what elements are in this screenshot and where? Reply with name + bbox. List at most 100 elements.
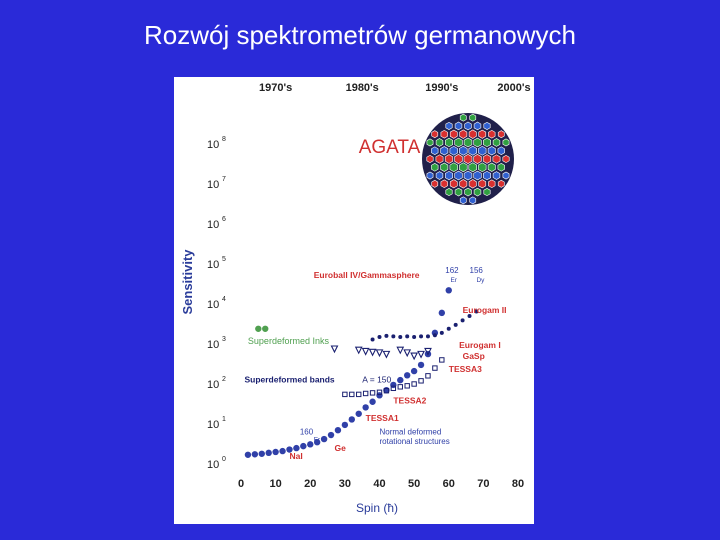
data-point [432,365,438,371]
y-tick-exponent: 8 [222,136,226,143]
chart-panel: 1970's 1980's 1990's 2000's 10 0 10 1 10 2 10 3 10 4… [174,77,534,524]
data-point [410,352,419,361]
detector-cell [483,121,491,130]
data-point [244,451,252,458]
data-point [445,287,452,294]
detector-cell [468,162,478,173]
detector-cell [468,179,477,189]
annotation-label: TESSA2 [393,395,426,405]
annotation-label: 162 [445,266,459,275]
detector-cell [469,113,477,122]
agata-geodesic-ball [422,113,514,205]
detector-cell [478,145,487,156]
detector-cell [459,196,467,205]
data-point [376,392,383,399]
x-tick-label: 50 [408,478,420,490]
detector-cell [435,171,444,180]
y-tick-exponent: 5 [222,256,226,263]
data-point [376,389,383,396]
detector-cell [478,162,487,173]
annotation-label: TESSA3 [449,364,482,374]
annotation-label: Er [314,437,321,444]
detector-cell [492,171,501,180]
data-point [272,448,279,456]
data-point [391,334,396,339]
detector-cell [459,113,467,122]
data-point [425,334,430,339]
detector-cell [435,138,444,147]
data-point [251,451,259,458]
detector-cell [440,146,449,156]
detector-cell [454,121,463,131]
y-tick-exponent: 3 [222,336,226,343]
annotation-label: 160 [300,427,314,436]
data-point [439,330,444,335]
decade-labels: 1970's 1980's 1990's 2000's [259,82,531,94]
data-point [396,346,405,355]
detector-cell [431,179,439,188]
data-point [368,348,377,357]
detector-cell [463,154,473,164]
data-point [341,421,349,429]
detector-cell [463,170,473,181]
y-tick-label: 10 [207,139,219,151]
detector-cell [492,154,501,164]
y-tick-exponent: 1 [222,416,226,423]
data-point [349,391,355,398]
data-point [293,444,300,452]
y-tick-exponent: 0 [222,456,226,463]
y-tick-exponent: 6 [222,216,226,223]
detector-cell [488,179,496,189]
data-point [403,349,412,358]
data-point [355,410,362,417]
data-point [425,373,431,379]
y-tick-label: 10 [207,419,219,431]
detector-cell [458,145,468,156]
data-point [262,325,269,332]
detector-cell [440,129,448,139]
detector-cell [431,130,439,139]
detector-cell [449,145,458,156]
y-tick-exponent: 2 [222,376,226,383]
data-point [424,347,432,356]
detector-cell [431,163,439,172]
annotation-label: 156 [470,266,484,275]
detector-cell [464,121,472,131]
data-point [327,431,335,439]
data-point [382,350,391,359]
data-point [404,372,411,379]
data-point [412,334,417,339]
data-point [411,381,417,387]
y-tick-label: 10 [207,179,219,191]
data-point [370,337,375,342]
data-point [286,446,293,453]
decade-label: 1970's [259,82,292,94]
y-tick-label: 10 [207,339,219,351]
data-point [334,426,342,434]
x-tick-label: 60 [443,478,455,490]
slide-title: Rozwój spektrometrów germanowych [143,20,577,50]
detector-cell [502,138,510,147]
x-tick-label: 30 [339,478,351,490]
detector-cell [502,154,510,164]
annotation-label: Ge [334,443,346,453]
detector-cell [473,137,482,148]
annotation-label: TESSA1 [366,413,399,423]
annotation-label: Eurogam I [459,340,501,350]
data-point [418,378,424,384]
data-point [404,383,410,389]
data-point [384,333,389,338]
data-point [354,346,363,355]
annotation-label: Superdeformed bands [244,374,334,384]
detector-cell [445,188,453,197]
annotation-label: GaSp [463,351,485,361]
detector-cell [473,154,482,164]
x-tick-label: 10 [270,478,282,490]
detector-cell [464,187,472,197]
data-point [342,391,348,398]
data-point [375,349,384,358]
x-tick-label: 20 [304,478,316,490]
detector-cell [459,179,468,189]
decade-label: 1980's [346,82,379,94]
